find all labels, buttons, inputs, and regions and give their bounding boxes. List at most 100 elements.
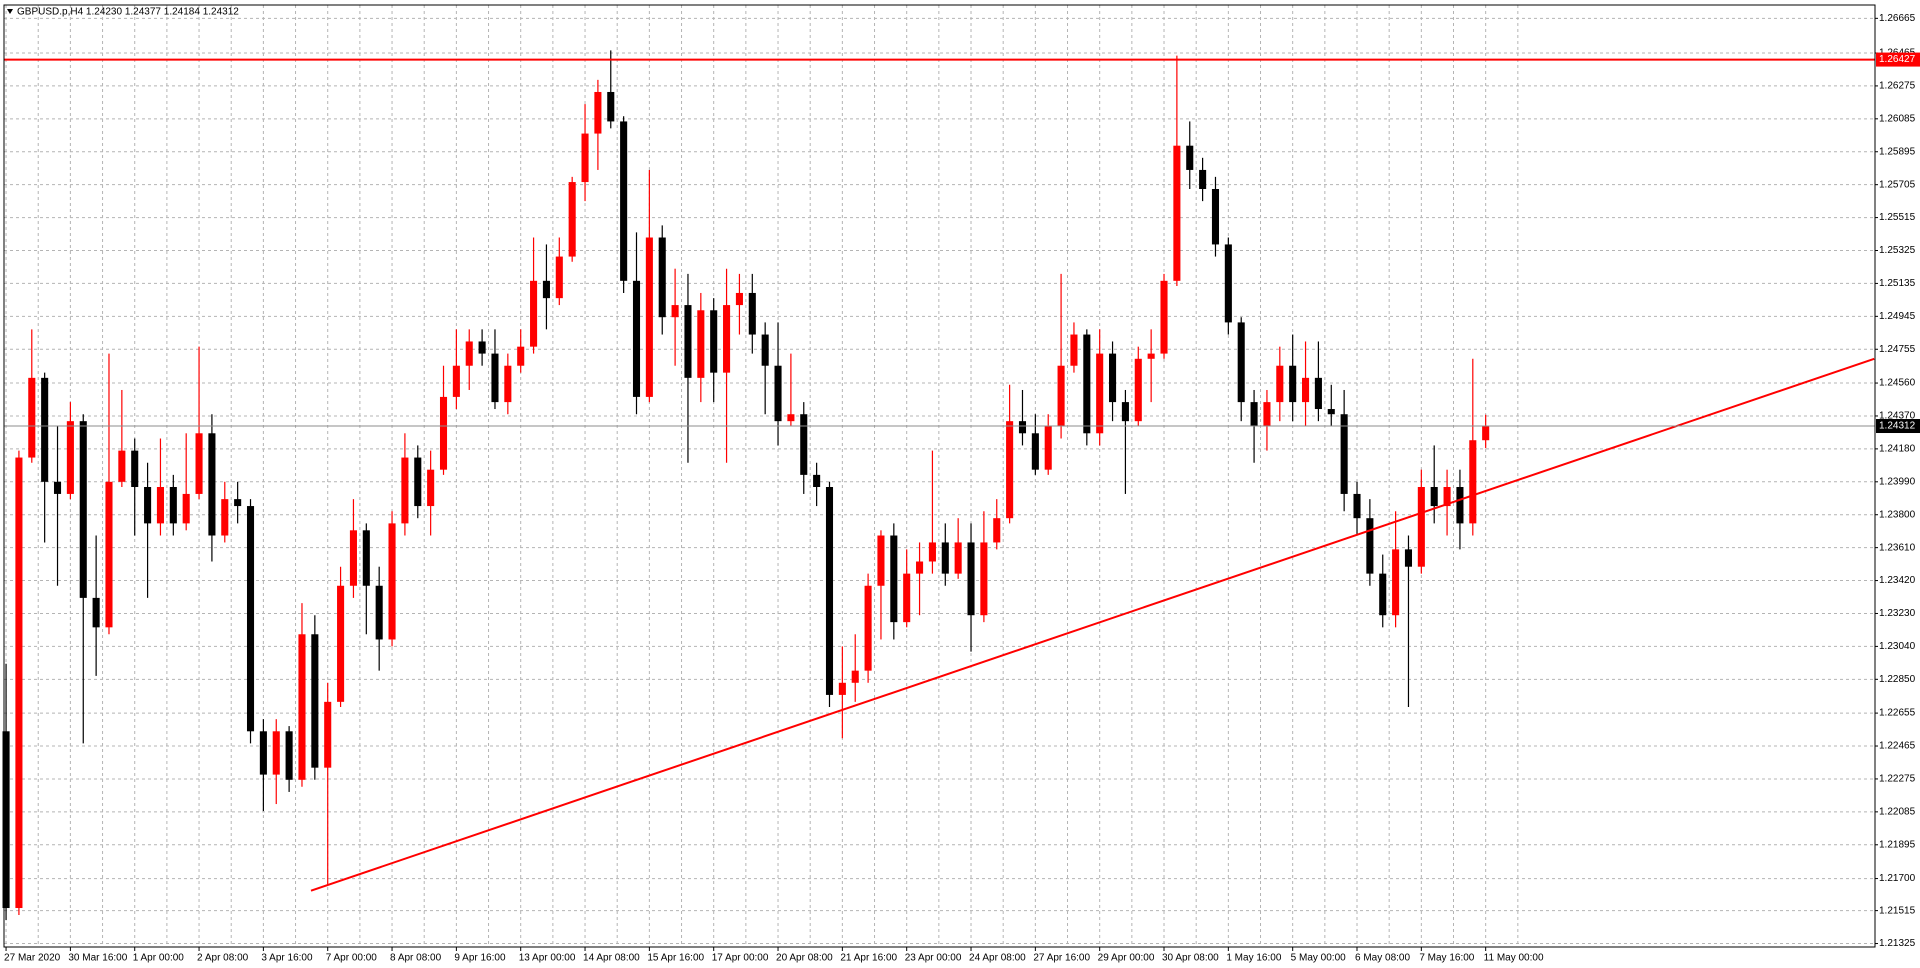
candle-body bbox=[349, 530, 357, 586]
candle-body bbox=[735, 292, 743, 306]
y-tick-label: 1.23610 bbox=[1879, 542, 1916, 553]
y-tick-label: 1.22655 bbox=[1879, 708, 1916, 719]
x-tick-label: 30 Mar 16:00 bbox=[68, 953, 127, 964]
y-tick-label: 1.25325 bbox=[1879, 245, 1916, 256]
candle-body bbox=[903, 573, 911, 623]
candle-body bbox=[1417, 487, 1425, 567]
candle-body bbox=[723, 305, 731, 373]
menu-arrow[interactable] bbox=[7, 9, 13, 14]
y-tick-label: 1.22465 bbox=[1879, 741, 1916, 752]
level-label-box bbox=[1876, 52, 1920, 67]
candle-body bbox=[131, 450, 139, 488]
y-tick-label: 1.26275 bbox=[1879, 81, 1916, 92]
x-tick-label: 5 May 00:00 bbox=[1291, 953, 1346, 964]
candle-body bbox=[581, 133, 589, 183]
candle-body bbox=[1211, 188, 1220, 245]
candle-body bbox=[813, 474, 821, 488]
candle-body bbox=[620, 121, 628, 281]
candle-body bbox=[890, 535, 898, 623]
candle-body bbox=[1031, 433, 1039, 470]
candle-body bbox=[414, 457, 422, 507]
candle-body bbox=[800, 414, 808, 475]
candle-body bbox=[66, 421, 74, 494]
candle-body bbox=[259, 731, 267, 775]
x-tick-label: 9 Apr 16:00 bbox=[454, 953, 506, 964]
x-tick-label: 11 May 00:00 bbox=[1484, 953, 1544, 964]
x-tick-label: 8 Apr 08:00 bbox=[390, 953, 442, 964]
x-tick-label: 7 Apr 00:00 bbox=[326, 953, 378, 964]
candle-body bbox=[1237, 322, 1245, 403]
candle-body bbox=[967, 542, 975, 616]
y-tick-label: 1.21325 bbox=[1879, 938, 1916, 949]
candle-body bbox=[1147, 353, 1155, 359]
candle-body bbox=[1173, 145, 1181, 281]
y-tick-label: 1.23990 bbox=[1879, 476, 1916, 487]
x-tick-label: 7 May 16:00 bbox=[1419, 953, 1474, 964]
candle-body bbox=[221, 499, 229, 536]
candle-body bbox=[1263, 402, 1271, 427]
plot-frame bbox=[3, 4, 1876, 948]
candle-body bbox=[208, 433, 216, 536]
candle-body bbox=[375, 585, 383, 640]
y-tick-label: 1.22085 bbox=[1879, 806, 1916, 817]
x-tick-label: 13 Apr 00:00 bbox=[519, 953, 576, 964]
x-tick-label: 6 May 08:00 bbox=[1355, 953, 1410, 964]
candle-body bbox=[311, 634, 319, 768]
candle-body bbox=[1186, 145, 1194, 170]
candle-body bbox=[246, 506, 255, 732]
candle-body bbox=[478, 341, 486, 354]
price-label-box bbox=[1876, 419, 1920, 434]
candle-body bbox=[234, 499, 242, 507]
candle-body bbox=[980, 542, 988, 616]
candle-body bbox=[530, 280, 538, 347]
candle-body bbox=[1070, 334, 1078, 366]
candle-body bbox=[388, 523, 396, 640]
y-tick-label: 1.22850 bbox=[1879, 674, 1916, 685]
y-tick-label: 1.24180 bbox=[1879, 444, 1916, 455]
x-tick-label: 21 Apr 16:00 bbox=[840, 953, 897, 964]
candle-body bbox=[1083, 334, 1091, 434]
x-tick-label: 1 May 16:00 bbox=[1226, 953, 1281, 964]
candle-body bbox=[105, 481, 113, 628]
candle-body bbox=[838, 682, 846, 695]
candle-body bbox=[1404, 549, 1413, 567]
candle-body bbox=[195, 433, 203, 494]
y-tick-label: 1.24560 bbox=[1879, 378, 1916, 389]
candle-body bbox=[1044, 426, 1052, 470]
candle-body bbox=[1096, 353, 1104, 434]
x-tick-label: 29 Apr 00:00 bbox=[1098, 953, 1155, 964]
candle-body bbox=[993, 518, 1001, 543]
candle-body bbox=[928, 542, 936, 562]
candle-body bbox=[787, 414, 795, 422]
y-tick-label: 1.25705 bbox=[1879, 179, 1916, 190]
candle-body bbox=[877, 535, 885, 586]
candle-body bbox=[439, 396, 448, 470]
candle-body bbox=[285, 731, 293, 780]
y-tick-label: 1.23230 bbox=[1879, 608, 1916, 619]
x-tick-label: 27 Mar 2020 bbox=[4, 953, 61, 964]
candle-body bbox=[1353, 493, 1361, 519]
x-tick-label: 15 Apr 16:00 bbox=[647, 953, 704, 964]
candle-body bbox=[555, 256, 563, 299]
candle-body bbox=[452, 365, 460, 397]
candle-body bbox=[1327, 409, 1335, 415]
candle-body bbox=[156, 487, 164, 524]
x-tick-label: 24 Apr 08:00 bbox=[969, 953, 1026, 964]
y-tick-label: 1.26085 bbox=[1879, 113, 1916, 124]
candle-body bbox=[1006, 421, 1014, 519]
candle-body bbox=[324, 701, 332, 768]
y-tick-label: 1.26665 bbox=[1879, 13, 1916, 24]
candle-body bbox=[1121, 402, 1129, 422]
x-tick-label: 30 Apr 08:00 bbox=[1162, 953, 1219, 964]
candle-body bbox=[1057, 365, 1065, 427]
candle-body bbox=[645, 237, 653, 397]
candle-body bbox=[748, 292, 756, 335]
y-tick-label: 1.24755 bbox=[1879, 344, 1916, 355]
candle-body bbox=[465, 341, 473, 366]
x-tick-label: 20 Apr 08:00 bbox=[776, 953, 833, 964]
candle-body bbox=[1109, 353, 1117, 403]
candle-body bbox=[761, 334, 769, 366]
